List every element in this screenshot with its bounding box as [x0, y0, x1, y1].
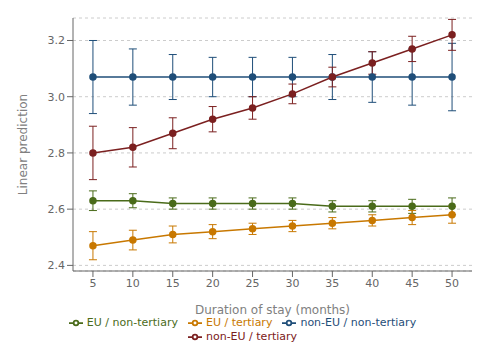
svg-text:25: 25: [246, 277, 260, 290]
svg-text:15: 15: [166, 277, 180, 290]
svg-text:5: 5: [89, 277, 96, 290]
svg-text:50: 50: [445, 277, 459, 290]
svg-text:35: 35: [325, 277, 339, 290]
svg-text:30: 30: [285, 277, 299, 290]
svg-text:Duration of stay (months): Duration of stay (months): [195, 303, 350, 317]
html-text:non-EU / non-tertiary: non-EU / non-tertiary: [300, 316, 417, 329]
svg-text:3.2: 3.2: [48, 34, 66, 47]
svg-text:45: 45: [405, 277, 419, 290]
svg-text:Linear prediction: Linear prediction: [16, 94, 30, 195]
svg-text:20: 20: [206, 277, 220, 290]
html-text:non-EU / tertiary: non-EU / tertiary: [206, 330, 297, 343]
svg-text:2.4: 2.4: [48, 259, 66, 272]
html-text:EU / non-tertiary: EU / non-tertiary: [86, 316, 178, 329]
html-text:EU / tertiary: EU / tertiary: [206, 316, 273, 329]
svg-text:40: 40: [365, 277, 379, 290]
svg-text:2.8: 2.8: [48, 147, 66, 160]
svg-text:10: 10: [126, 277, 140, 290]
svg-text:3.0: 3.0: [48, 91, 66, 104]
svg-text:2.6: 2.6: [48, 203, 66, 216]
